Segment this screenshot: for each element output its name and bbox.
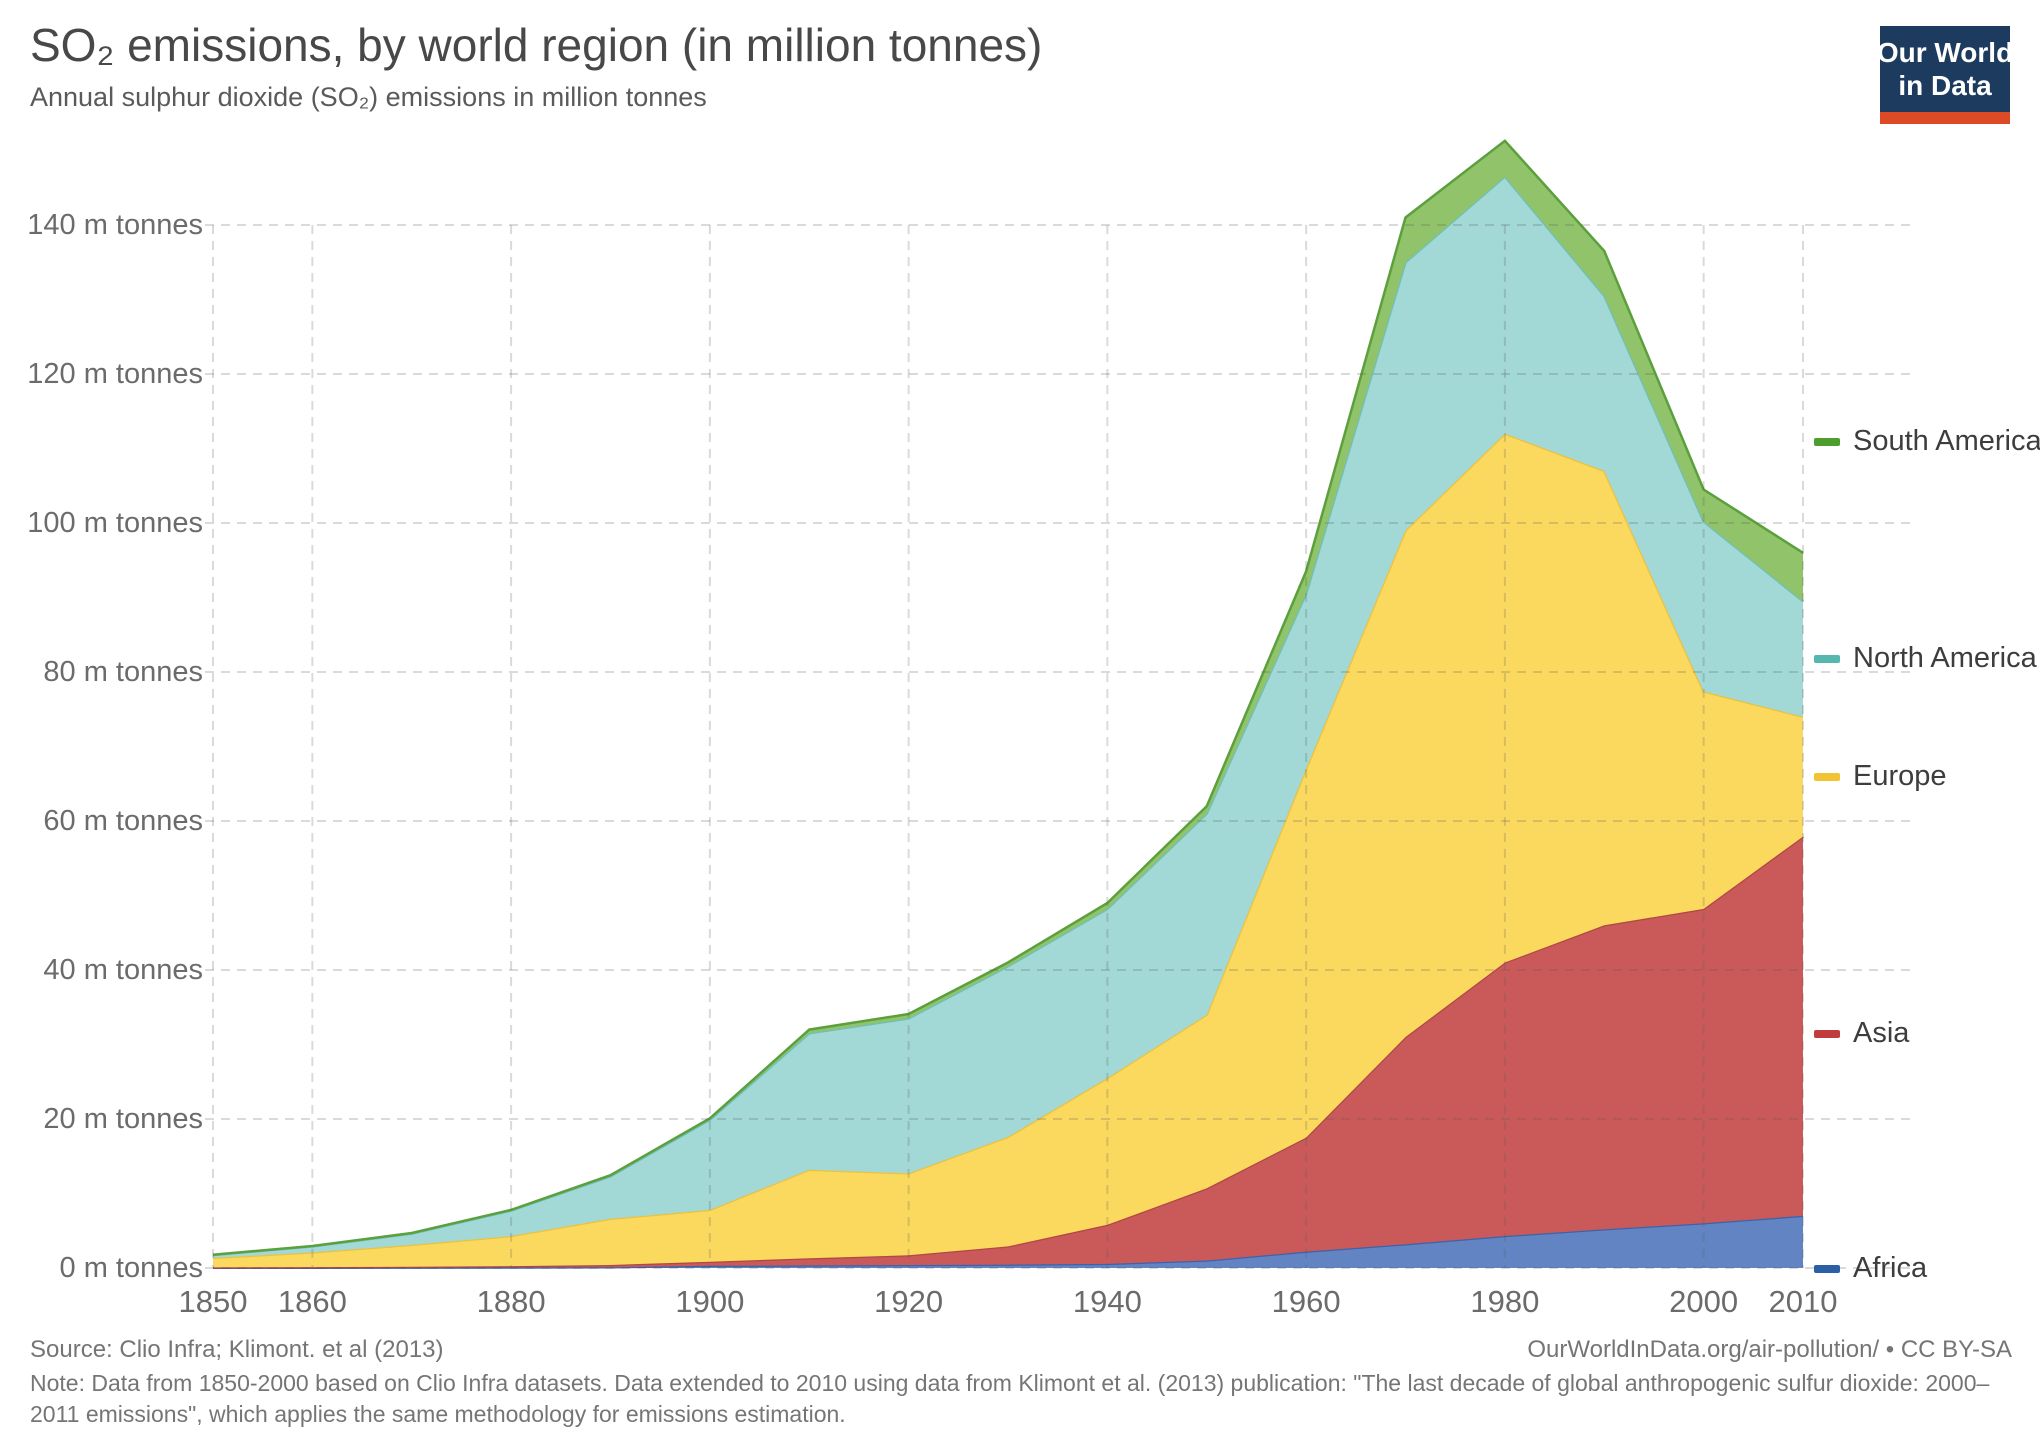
y-tick-label: 40 m tonnes xyxy=(43,954,203,986)
y-tick-label: 140 m tonnes xyxy=(27,209,203,241)
owid-logo-bar xyxy=(1880,112,2010,124)
legend-label: Asia xyxy=(1853,1017,1910,1049)
owid-logo-line2: in Data xyxy=(1898,70,1992,101)
legend-swatch-icon xyxy=(1814,1264,1840,1273)
area-africa[interactable] xyxy=(213,1215,1803,1268)
owid-logo[interactable]: Our World in Data xyxy=(1876,26,2014,124)
x-tick-label: 1850 xyxy=(178,1284,248,1319)
owid-logo-line1: Our World xyxy=(1876,37,2014,68)
y-tick-label: 20 m tonnes xyxy=(43,1103,203,1135)
note-text: Note: Data from 1850-2000 based on Clio … xyxy=(30,1370,1990,1427)
gridlines xyxy=(205,224,1912,1269)
y-tick-label: 120 m tonnes xyxy=(27,358,203,390)
y-tick-label: 100 m tonnes xyxy=(27,507,203,539)
legend-swatch-icon xyxy=(1814,654,1840,663)
chart-subtitle: Annual sulphur dioxide (SO₂) emissions i… xyxy=(30,82,707,112)
x-tick-label: 1980 xyxy=(1470,1284,1540,1319)
legend-item-north-america[interactable]: North America xyxy=(1814,642,2037,675)
area-europe[interactable] xyxy=(213,433,1803,1268)
legend-item-south-america[interactable]: South America xyxy=(1814,425,2040,458)
area-asia[interactable] xyxy=(213,836,1803,1268)
legend-swatch-icon xyxy=(1814,437,1840,446)
y-tick-label: 0 m tonnes xyxy=(59,1252,203,1284)
legend-swatch-icon xyxy=(1814,772,1840,781)
chart-title: SO₂ emissions, by world region (in milli… xyxy=(30,19,1043,71)
area-north-america[interactable] xyxy=(213,176,1803,1258)
legend-item-europe[interactable]: Europe xyxy=(1814,760,1947,793)
x-tick-label: 2000 xyxy=(1669,1284,1739,1319)
source-text: Source: Clio Infra; Klimont. et al (2013… xyxy=(30,1336,444,1363)
y-tick-label: 60 m tonnes xyxy=(43,805,203,837)
x-tick-label: 1960 xyxy=(1271,1284,1341,1319)
legend-label: South America xyxy=(1853,425,2040,457)
legend-label: North America xyxy=(1853,642,2037,674)
legend-item-africa[interactable]: Africa xyxy=(1814,1252,1927,1285)
legend-item-asia[interactable]: Asia xyxy=(1814,1017,1909,1050)
x-tick-label: 1920 xyxy=(874,1284,944,1319)
x-tick-label: 2010 xyxy=(1768,1284,1838,1319)
y-tick-label: 80 m tonnes xyxy=(43,656,203,688)
x-tick-label: 1880 xyxy=(476,1284,546,1319)
x-tick-label: 1900 xyxy=(675,1284,745,1319)
x-tick-label: 1860 xyxy=(277,1284,347,1319)
legend-label: Africa xyxy=(1853,1252,1928,1284)
x-tick-label: 1940 xyxy=(1072,1284,1142,1319)
edge-south-america xyxy=(212,139,1804,1256)
legend-swatch-icon xyxy=(1814,1029,1840,1038)
owid-url-text[interactable]: OurWorldInData.org/air-pollution/ • CC B… xyxy=(1527,1336,2012,1363)
legend-label: Europe xyxy=(1853,760,1947,792)
